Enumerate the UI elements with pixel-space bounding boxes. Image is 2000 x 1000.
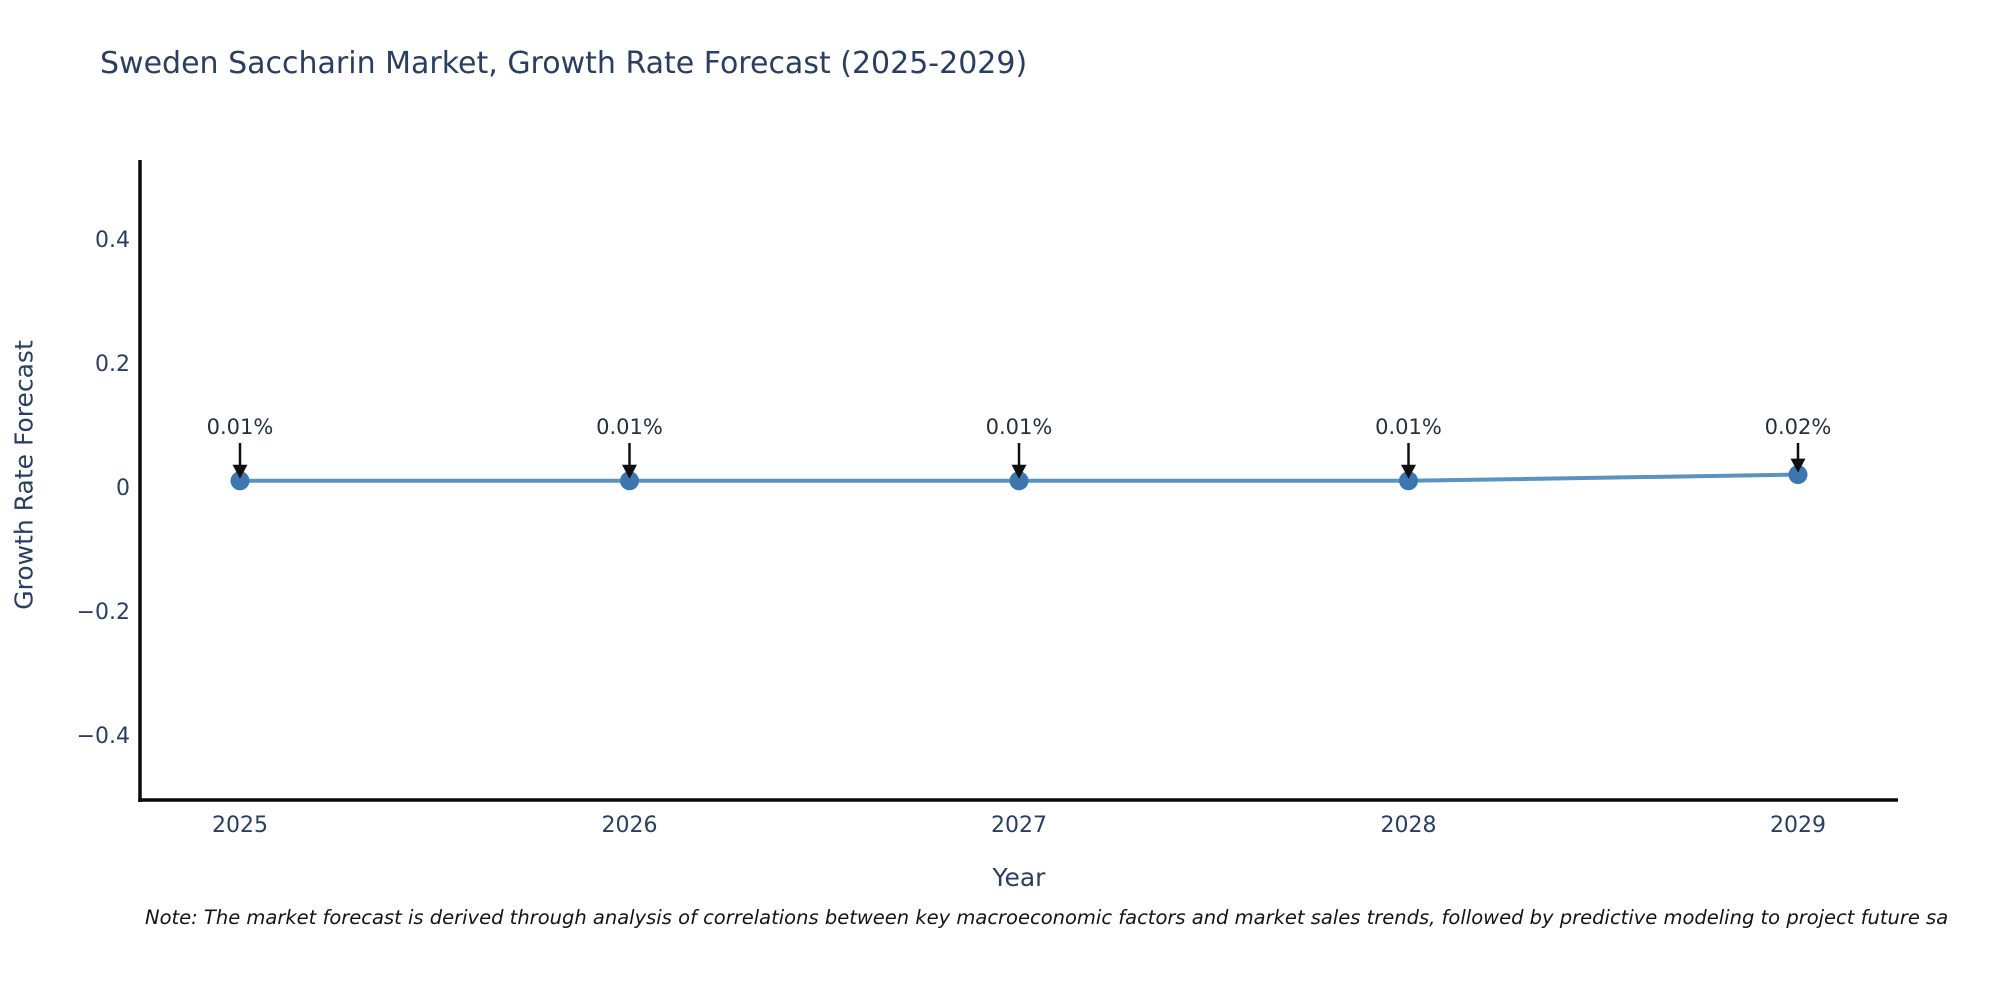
point-value-label: 0.01% — [1375, 415, 1442, 439]
point-value-label: 0.01% — [596, 415, 663, 439]
data-point-marker — [230, 471, 250, 491]
x-axis-title: Year — [992, 863, 1046, 892]
annotation-arrow-head — [622, 464, 637, 479]
annotation-arrow-head — [1790, 458, 1806, 473]
x-tick-label: 2027 — [991, 813, 1047, 838]
chart-title: Sweden Saccharin Market, Growth Rate For… — [100, 46, 1028, 81]
x-tick-label: 2025 — [212, 813, 268, 838]
data-point-marker — [1009, 471, 1029, 491]
annotation-arrow-head — [232, 464, 248, 479]
x-tick-label: 2029 — [1770, 813, 1826, 838]
x-tick-label: 2028 — [1381, 813, 1437, 838]
x-tick-label: 2026 — [602, 813, 658, 838]
annotation-arrow-head — [1011, 464, 1027, 479]
y-tick-label: 0.2 — [95, 352, 130, 377]
y-tick-label: 0 — [116, 476, 130, 501]
y-tick-label: 0.4 — [95, 228, 130, 253]
y-tick-label: −0.4 — [77, 724, 130, 749]
y-tick-label: −0.2 — [77, 600, 130, 625]
footnote: Note: The market forecast is derived thr… — [145, 906, 1949, 929]
y-axis-title: Growth Rate Forecast — [9, 340, 39, 610]
point-value-label: 0.01% — [207, 415, 274, 439]
annotation-arrow-head — [1401, 464, 1416, 479]
point-value-label: 0.02% — [1765, 415, 1832, 439]
data-point-marker — [1399, 471, 1418, 491]
data-point-marker — [620, 471, 639, 491]
point-value-label: 0.01% — [986, 415, 1053, 439]
data-point-marker — [1788, 465, 1808, 485]
